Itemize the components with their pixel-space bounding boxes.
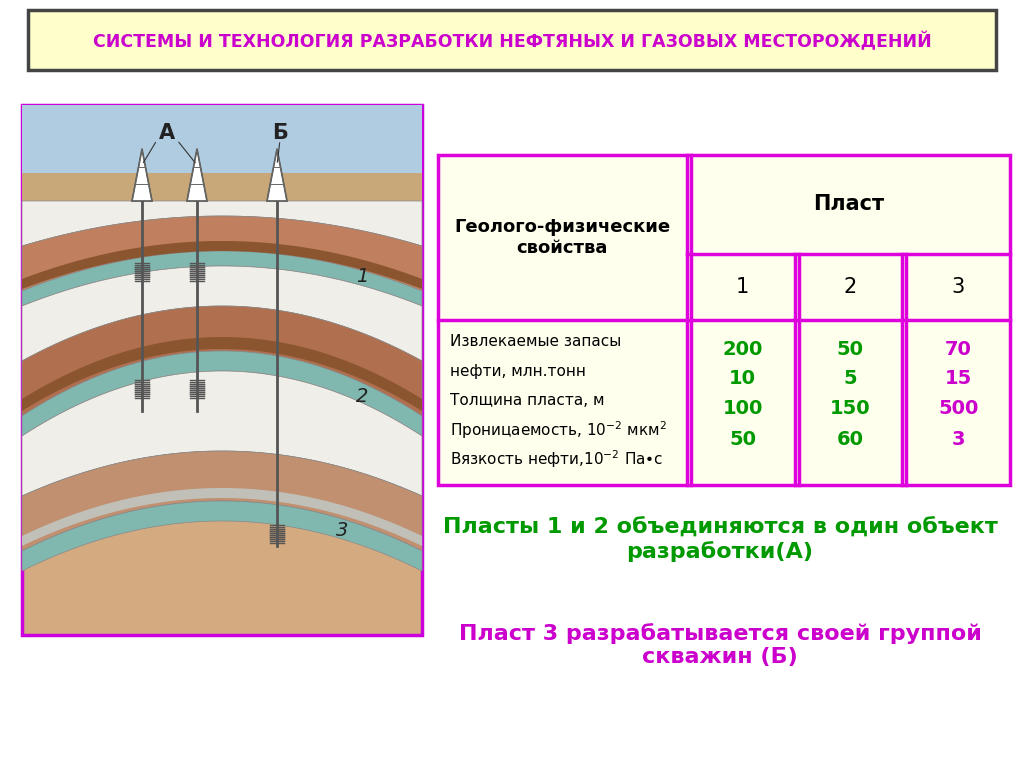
- Text: СИСТЕМЫ И ТЕХНОЛОГИЯ РАЗРАБОТКИ НЕФТЯНЫХ И ГАЗОВЫХ МЕСТОРОЖДЕНИЙ: СИСТЕМЫ И ТЕХНОЛОГИЯ РАЗРАБОТКИ НЕФТЯНЫХ…: [92, 32, 932, 51]
- Text: Б: Б: [272, 123, 288, 143]
- Text: 150: 150: [830, 399, 870, 417]
- Bar: [22, 105, 422, 180]
- Text: 200: 200: [723, 340, 763, 359]
- Text: А: А: [159, 123, 175, 143]
- Text: 50: 50: [837, 340, 864, 359]
- Text: 3: 3: [336, 522, 348, 541]
- Polygon shape: [132, 149, 152, 201]
- Text: 100: 100: [723, 399, 763, 417]
- Bar: [22, 105, 422, 635]
- Polygon shape: [22, 241, 422, 289]
- Polygon shape: [22, 306, 422, 416]
- Text: Пласт: Пласт: [813, 195, 884, 215]
- Text: 50: 50: [729, 430, 756, 449]
- Text: 3: 3: [951, 277, 965, 297]
- Text: 1: 1: [736, 277, 750, 297]
- Text: Пласт 3 разрабатывается своей группой
скважин (Б): Пласт 3 разрабатывается своей группой ск…: [459, 623, 981, 667]
- Bar: [22, 173, 422, 201]
- Polygon shape: [22, 351, 422, 436]
- Polygon shape: [22, 488, 422, 546]
- Polygon shape: [22, 216, 422, 291]
- Polygon shape: [22, 501, 422, 571]
- Polygon shape: [22, 337, 422, 411]
- Text: 70: 70: [945, 340, 972, 359]
- Bar: [438, 155, 1010, 485]
- Bar: [28, 10, 996, 70]
- Text: Толщина пласта, м: Толщина пласта, м: [450, 393, 604, 408]
- Text: Вязкость нефти,10$^{-2}$ Па•с: Вязкость нефти,10$^{-2}$ Па•с: [450, 449, 664, 470]
- Text: Геолого-физические
свойства: Геолого-физические свойства: [455, 218, 671, 257]
- Polygon shape: [187, 149, 207, 201]
- Polygon shape: [22, 451, 422, 551]
- Text: 500: 500: [938, 399, 978, 417]
- Text: Пласты 1 и 2 объединяются в один объект
разработки(А): Пласты 1 и 2 объединяются в один объект …: [442, 518, 997, 562]
- Text: 5: 5: [844, 369, 857, 388]
- Polygon shape: [22, 201, 422, 246]
- Text: 10: 10: [729, 369, 756, 388]
- Text: 15: 15: [944, 369, 972, 388]
- Text: 2: 2: [355, 387, 369, 406]
- Text: Проницаемость, 10$^{-2}$ мкм$^2$: Проницаемость, 10$^{-2}$ мкм$^2$: [450, 419, 667, 441]
- Text: 3: 3: [951, 430, 965, 449]
- Polygon shape: [22, 251, 422, 306]
- Text: 2: 2: [844, 277, 857, 297]
- Polygon shape: [22, 371, 422, 496]
- Text: нефти, млн.тонн: нефти, млн.тонн: [450, 364, 586, 379]
- Polygon shape: [267, 149, 287, 201]
- Text: Извлекаемые запасы: Извлекаемые запасы: [450, 334, 622, 350]
- Text: 60: 60: [837, 430, 864, 449]
- Polygon shape: [22, 266, 422, 361]
- Text: 1: 1: [355, 266, 369, 285]
